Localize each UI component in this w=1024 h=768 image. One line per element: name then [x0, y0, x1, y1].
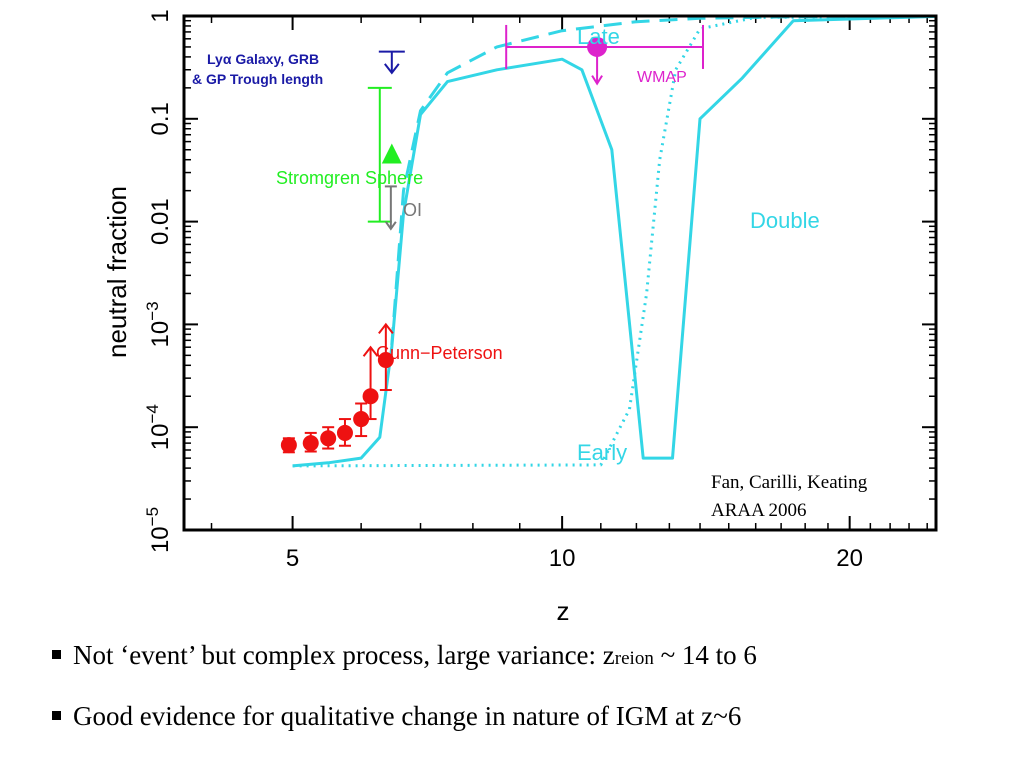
- y-tick-base: 0.1: [147, 102, 174, 135]
- bullet-2-text: Good evidence for qualitative change in …: [73, 701, 742, 731]
- y-tick-exponent: −5: [143, 507, 162, 526]
- stromgren-label: Stromgren Sphere: [276, 168, 423, 188]
- x-tick-label: 5: [286, 545, 299, 572]
- bullet-1-text: Not ‘event’ but complex process, large v…: [73, 640, 615, 670]
- x-tick-label: 20: [836, 545, 863, 572]
- bullet-square-icon: [52, 711, 61, 721]
- tick-marks: [184, 15, 936, 531]
- y-tick-base: 1: [147, 9, 174, 22]
- gp-label: Gunn−Peterson: [376, 343, 503, 363]
- y-tick-exponent: −4: [143, 404, 162, 423]
- gp-point: [302, 435, 319, 452]
- bullet-1-subscript: reion: [614, 648, 654, 669]
- y-tick-label: 0.01: [147, 198, 174, 245]
- early-label: Early: [577, 440, 627, 465]
- gp-lower-limit-arrow: [378, 322, 394, 335]
- gp-point: [353, 411, 370, 428]
- plot-frame: [182, 14, 938, 532]
- gp-point: [362, 388, 379, 405]
- bullet-point-1: Not ‘event’ but complex process, large v…: [52, 640, 757, 671]
- curve-double: [292, 14, 937, 468]
- wmap-point: [587, 36, 608, 57]
- gp-point: [280, 437, 297, 454]
- y-tick-label: 10−3: [143, 301, 174, 347]
- y-tick-label: 10−4: [143, 404, 174, 450]
- y-tick-label: 1: [147, 9, 174, 22]
- bullet-point-2: Good evidence for qualitative change in …: [52, 701, 741, 732]
- y-tick-base: 0.01: [147, 198, 174, 245]
- oi-limit-arrow: [385, 221, 397, 231]
- wmap-label: WMAP: [637, 69, 687, 86]
- curve-late: [390, 14, 937, 346]
- x-axis-label: z: [557, 596, 570, 626]
- bullet-square-icon: [52, 650, 61, 660]
- bullet-1-tail: ~ 14 to 6: [653, 640, 757, 670]
- model-curves: [292, 14, 937, 468]
- y-tick-label: 0.1: [147, 102, 174, 135]
- gp-point: [377, 352, 394, 369]
- y-tick-base: 10: [147, 424, 174, 451]
- y-axis-label: neutral fraction: [102, 186, 132, 358]
- citation-authors: Fan, Carilli, Keating: [711, 472, 868, 493]
- double-label: Double: [750, 208, 820, 233]
- lya-limit-arrow: [384, 63, 400, 75]
- citation-journal: ARAA 2006: [711, 500, 807, 521]
- lya-label-line1: Lyα Galaxy, GRB: [207, 51, 319, 67]
- oi-label: OI: [403, 200, 422, 220]
- x-tick-label: 10: [549, 545, 576, 572]
- gp-point: [320, 430, 337, 447]
- late-label: Late: [577, 24, 620, 49]
- y-tick-base: 10: [147, 321, 174, 348]
- gp-lower-limit-arrow: [362, 345, 379, 357]
- gp-point: [336, 424, 353, 441]
- y-tick-exponent: −3: [143, 301, 162, 320]
- lya-label-line2: & GP Trough length: [192, 71, 323, 87]
- constraints: [280, 24, 704, 454]
- y-tick-base: 10: [147, 526, 174, 553]
- wmap-limit-arrow: [591, 75, 603, 86]
- stromgren-marker: [381, 143, 402, 164]
- curve-early: [292, 14, 937, 468]
- y-tick-label: 10−5: [143, 507, 174, 553]
